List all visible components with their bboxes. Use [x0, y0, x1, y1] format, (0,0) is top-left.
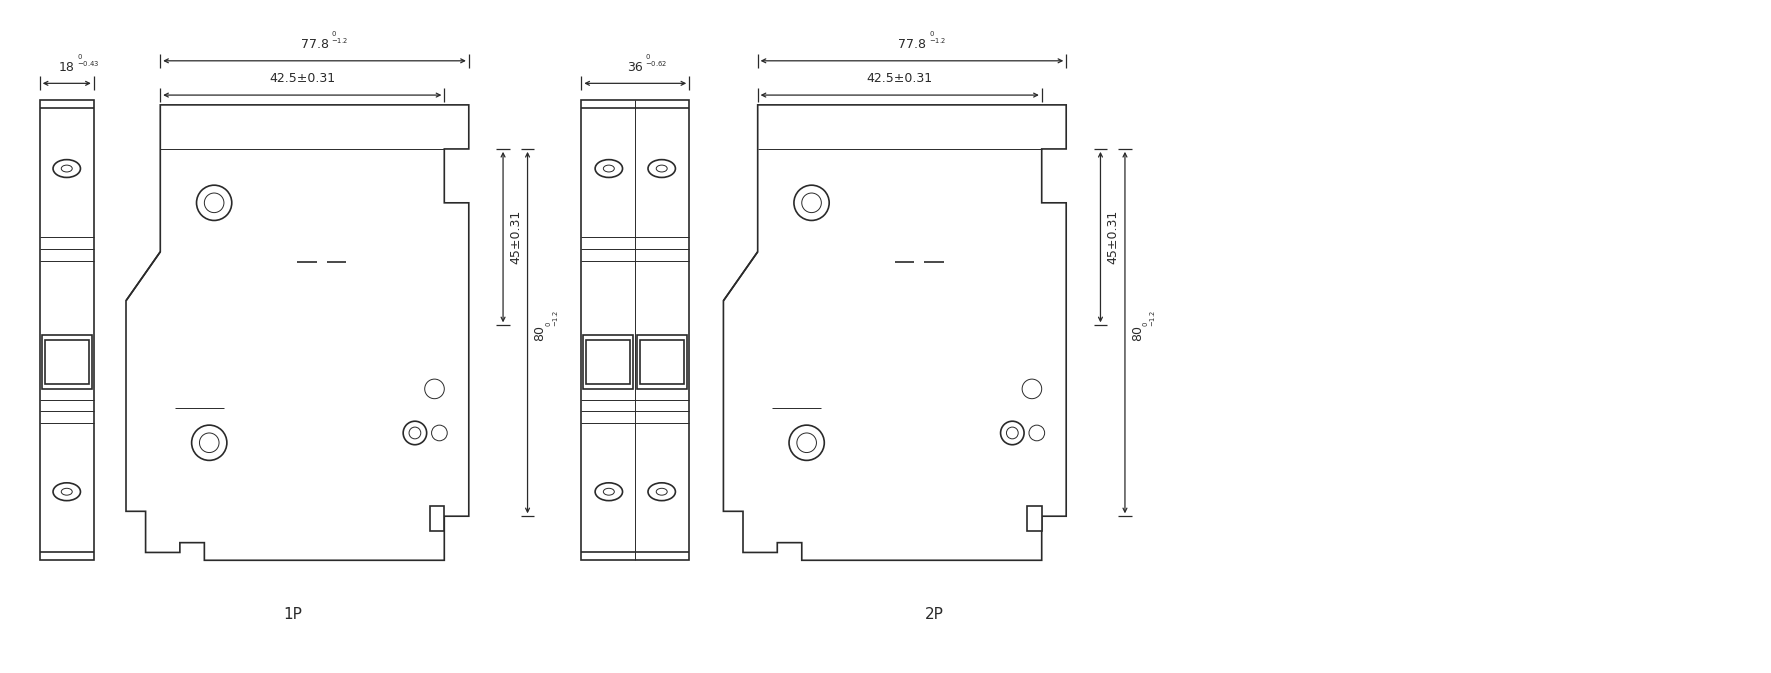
Text: 45±0.31: 45±0.31	[508, 210, 522, 264]
Text: 36: 36	[627, 61, 643, 73]
Polygon shape	[581, 100, 689, 561]
Ellipse shape	[604, 489, 615, 495]
Circle shape	[1006, 427, 1018, 439]
Text: 42.5±0.31: 42.5±0.31	[866, 72, 933, 85]
Text: $^0_{-1.2}$: $^0_{-1.2}$	[544, 309, 561, 326]
Polygon shape	[583, 335, 634, 389]
Text: $^0_{-1.2}$: $^0_{-1.2}$	[331, 30, 349, 46]
Circle shape	[790, 425, 824, 460]
Circle shape	[425, 379, 445, 398]
Ellipse shape	[648, 483, 675, 501]
Circle shape	[1022, 379, 1041, 398]
Text: 45±0.31: 45±0.31	[1107, 210, 1119, 264]
Ellipse shape	[595, 483, 623, 501]
Text: 42.5±0.31: 42.5±0.31	[269, 72, 335, 85]
Circle shape	[1029, 425, 1045, 441]
Circle shape	[191, 425, 227, 460]
Circle shape	[802, 193, 822, 213]
Ellipse shape	[604, 165, 615, 172]
Text: 77.8: 77.8	[898, 38, 926, 51]
Polygon shape	[586, 340, 630, 384]
Polygon shape	[1027, 506, 1041, 531]
Polygon shape	[39, 100, 94, 561]
Circle shape	[204, 193, 223, 213]
Ellipse shape	[595, 160, 623, 178]
Text: $^0_{-0.43}$: $^0_{-0.43}$	[76, 52, 99, 69]
Text: 2P: 2P	[924, 606, 944, 622]
Polygon shape	[43, 335, 92, 389]
Ellipse shape	[62, 489, 73, 495]
Text: 80: 80	[1132, 324, 1144, 341]
Polygon shape	[723, 105, 1066, 561]
Circle shape	[197, 185, 232, 221]
Circle shape	[409, 427, 421, 439]
Polygon shape	[126, 105, 469, 561]
Circle shape	[432, 425, 448, 441]
Ellipse shape	[657, 165, 668, 172]
Ellipse shape	[657, 489, 668, 495]
Polygon shape	[44, 340, 89, 384]
Text: 1P: 1P	[283, 606, 301, 622]
Circle shape	[797, 433, 816, 452]
Text: 77.8: 77.8	[301, 38, 329, 51]
Polygon shape	[639, 340, 684, 384]
Circle shape	[1001, 421, 1024, 445]
Text: $^0_{-1.2}$: $^0_{-1.2}$	[1142, 309, 1158, 326]
Circle shape	[200, 433, 220, 452]
Text: $^0_{-1.2}$: $^0_{-1.2}$	[928, 30, 946, 46]
Ellipse shape	[53, 483, 80, 501]
Polygon shape	[638, 335, 687, 389]
Text: $^0_{-0.62}$: $^0_{-0.62}$	[645, 52, 668, 69]
Text: 80: 80	[533, 324, 547, 341]
Polygon shape	[430, 506, 445, 531]
Circle shape	[793, 185, 829, 221]
Ellipse shape	[62, 165, 73, 172]
Ellipse shape	[648, 160, 675, 178]
Ellipse shape	[53, 160, 80, 178]
Circle shape	[404, 421, 427, 445]
Text: 18: 18	[58, 61, 74, 73]
